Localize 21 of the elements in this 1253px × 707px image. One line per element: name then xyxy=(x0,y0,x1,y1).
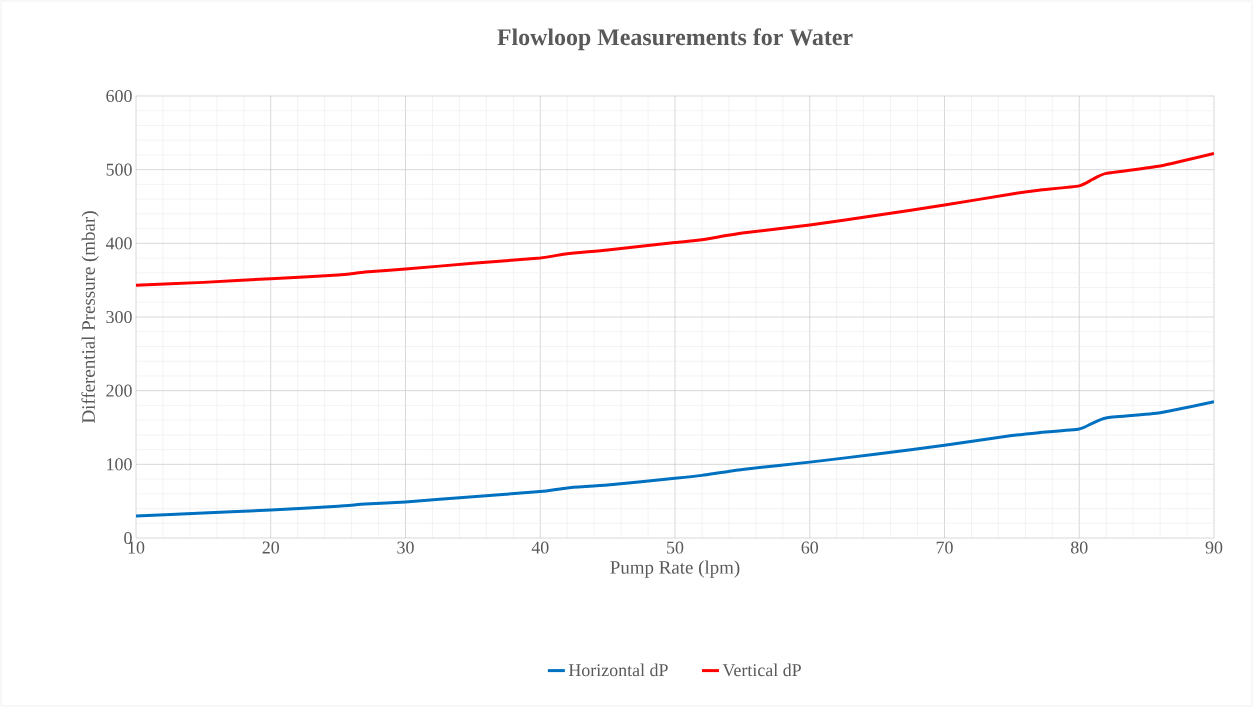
legend-label: Horizontal dP xyxy=(568,663,668,677)
x-tick-label: 90 xyxy=(1205,541,1223,554)
y-tick-label: 600 xyxy=(106,89,132,103)
y-tick-label: 300 xyxy=(106,310,132,324)
x-tick-label: 40 xyxy=(531,541,549,554)
x-tick-label: 60 xyxy=(801,541,819,554)
x-tick-label: 30 xyxy=(397,541,414,554)
x-tick-label: 70 xyxy=(936,541,953,554)
y-tick-label: 400 xyxy=(105,237,132,250)
legend-label: Vertical dP xyxy=(722,663,801,677)
x-axis-title: Pump Rate (lpm) xyxy=(610,560,740,578)
line-series xyxy=(136,400,1214,518)
x-tick-label: 80 xyxy=(1070,541,1088,554)
y-tick-label: 500 xyxy=(106,163,132,176)
x-tick-label: 20 xyxy=(262,541,280,554)
y-tick-label: 200 xyxy=(106,384,132,397)
chart-title: Flowloop Measurements for Water xyxy=(497,28,853,51)
x-tick-label: 50 xyxy=(667,541,684,554)
line-series xyxy=(136,151,1214,287)
y-tick-label: 100 xyxy=(107,458,132,471)
y-axis-title: Differential Pressure (mbar) xyxy=(81,211,99,423)
